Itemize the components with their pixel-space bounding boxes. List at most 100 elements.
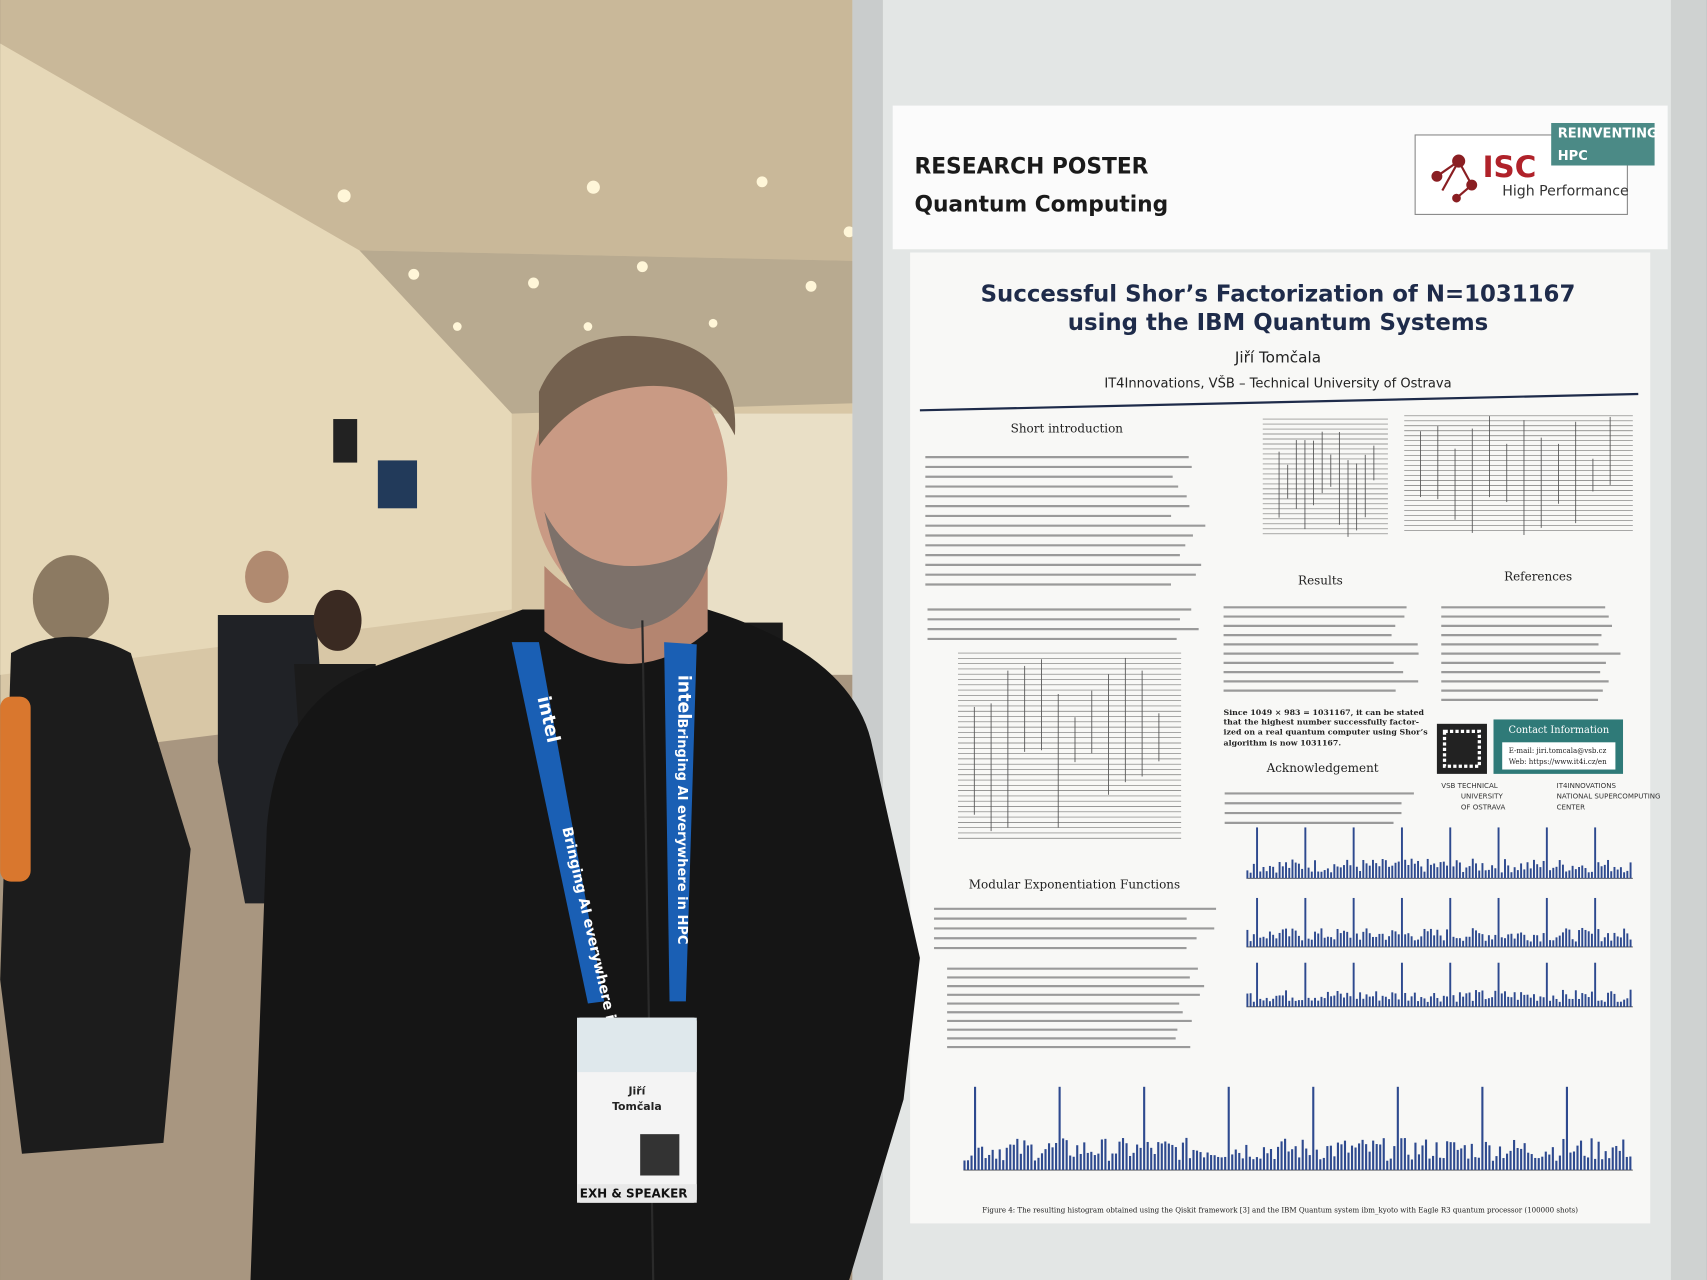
hist-bar [1625, 1156, 1628, 1171]
hist-bar [1458, 992, 1461, 1007]
hist-bar [1432, 1155, 1435, 1171]
hist-bar [1262, 1000, 1265, 1007]
hist-bar [1494, 934, 1497, 947]
hist-bar [1301, 868, 1304, 879]
hist-bar [1389, 1158, 1392, 1171]
hist-bar [1249, 993, 1252, 1007]
hist-bar [1616, 1001, 1619, 1007]
hist-bar [1498, 1146, 1502, 1171]
hist-bar [1153, 1153, 1156, 1171]
hist-bar [1442, 1158, 1445, 1171]
hist-bar [1320, 871, 1323, 879]
hist-bar [1400, 1138, 1403, 1171]
hist-bar [1375, 936, 1378, 947]
hist-bar [1500, 872, 1503, 879]
hist-bar [1400, 962, 1403, 1007]
hist-bar [1507, 934, 1510, 947]
hist-bar [1428, 1158, 1431, 1171]
hist-bar [1587, 997, 1590, 1007]
hist-bar [1307, 997, 1310, 1007]
hist-bar [1058, 1086, 1061, 1171]
hist-bar [1100, 1139, 1103, 1171]
hist-bar [1578, 867, 1581, 879]
hist-bar [1268, 865, 1271, 879]
hist-bar [1396, 1086, 1399, 1171]
hist-bar [1178, 1159, 1181, 1171]
hist-bar [1323, 937, 1326, 947]
hist-bar [1291, 997, 1294, 1007]
hist-bar [1446, 865, 1448, 879]
conclusion-line: algorithm is now 1031167. [1224, 738, 1342, 747]
hist-bar [1565, 994, 1568, 1007]
hist-bar [1114, 1153, 1118, 1171]
hist-bar [1252, 1159, 1255, 1171]
hist-bar [1256, 897, 1259, 947]
hist-bar [1610, 871, 1613, 879]
logo-line: NATIONAL SUPERCOMPUTING [1557, 792, 1661, 801]
hist-bar [1436, 929, 1439, 947]
hist-bar [1523, 934, 1526, 947]
hist-bar [1139, 1147, 1142, 1171]
hist-bar [1339, 933, 1342, 947]
hist-bar [1262, 866, 1265, 879]
hist-bar [1384, 860, 1387, 879]
hist-bar [1352, 962, 1355, 1007]
hist-bar [1513, 1139, 1516, 1171]
hist-bar [1314, 860, 1316, 879]
hist-bar [1181, 1142, 1184, 1171]
hist-bar [1545, 962, 1548, 1007]
hist-bar [1288, 936, 1291, 947]
hist-bar [1523, 994, 1526, 1007]
hist-bar [1545, 827, 1548, 879]
hist-bar [1491, 939, 1494, 947]
hist-bar [1568, 929, 1571, 947]
hist-bar [1410, 858, 1413, 879]
hist-bar [1330, 937, 1333, 947]
hist-bar [1555, 937, 1558, 947]
hist-bar [1548, 1154, 1551, 1171]
hist-bar [1359, 871, 1362, 879]
hist-bar [1583, 1155, 1586, 1171]
hist-bar [1143, 1086, 1146, 1171]
hist-bar [1426, 931, 1429, 947]
hist-bar [1294, 930, 1297, 947]
hist-bar [1400, 897, 1403, 947]
header-label: RESEARCH POSTER [914, 155, 1148, 180]
hist-bar [1571, 939, 1574, 947]
poster-graphics [925, 415, 1633, 1171]
badge-role: EXH & SPEAKER [580, 1187, 688, 1201]
hist-bar [1336, 928, 1339, 947]
hist-bar [1504, 859, 1506, 879]
hist-bar [1320, 996, 1323, 1007]
hist-bar [1509, 1150, 1512, 1171]
hist-bar [1301, 940, 1304, 947]
hist-bar [1016, 1138, 1019, 1171]
hist-bar [1505, 1153, 1509, 1171]
ceiling-lights [337, 176, 855, 331]
hist-bar [1343, 997, 1345, 1007]
hist-bar [1384, 996, 1387, 1007]
hist-bar [1358, 1143, 1361, 1171]
hist-bar [1507, 865, 1510, 879]
hist-bar [1565, 928, 1568, 947]
hist-bar [1616, 869, 1619, 879]
hist-bar [1129, 1155, 1132, 1171]
poster-affiliation: IT4Innovations, VŠB – Technical Universi… [1104, 376, 1451, 392]
contact-email: E-mail: jiri.tomcala@vsb.cz [1509, 746, 1607, 755]
hist-bar [1298, 1157, 1301, 1171]
hist-bar [1426, 858, 1429, 879]
hist-bar [984, 1158, 987, 1171]
ceiling-inner [359, 250, 871, 414]
contact-title: Contact Information [1508, 725, 1609, 736]
hist-bar [1542, 860, 1545, 879]
hist-bar [1086, 1152, 1089, 1171]
hist-bar [1362, 931, 1365, 947]
hist-bar [1529, 997, 1532, 1007]
hist-bar [1372, 859, 1374, 879]
hist-bar [1278, 932, 1281, 947]
hist-bar [1350, 1145, 1354, 1171]
hist-bar [1413, 863, 1416, 879]
hist-bar [1610, 991, 1613, 1007]
hist-bar [1404, 859, 1407, 879]
